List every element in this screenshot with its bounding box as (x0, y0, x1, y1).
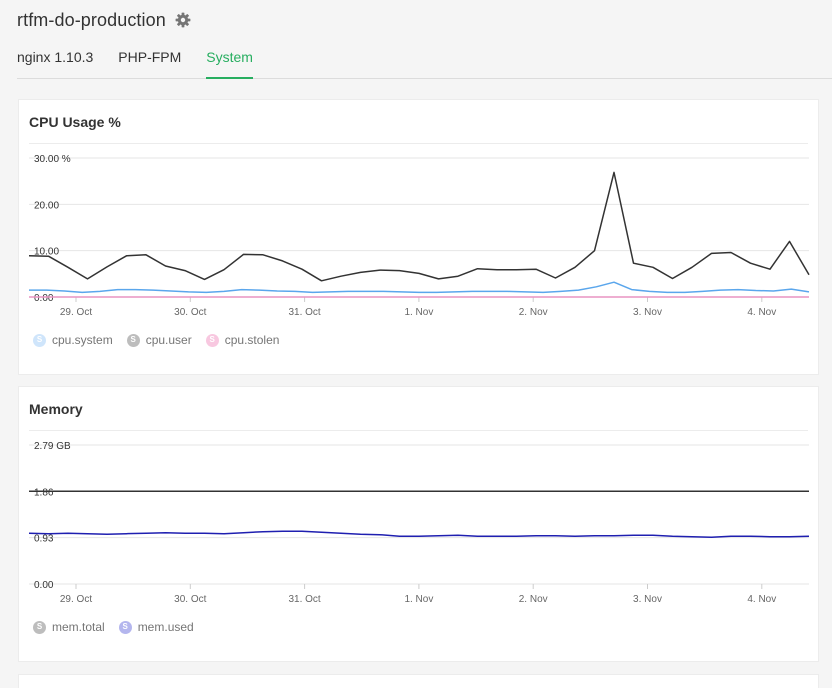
series-line-cpu-user (28, 171, 810, 282)
x-tick-label: 2. Nov (519, 307, 548, 318)
series-badge: S (33, 620, 46, 634)
cpu-usage-title: CPU Usage % (29, 114, 121, 130)
legend-label: cpu.stolen (224, 333, 280, 347)
x-tick-label: 30. Oct (174, 307, 206, 318)
legend-label: cpu.system (52, 333, 113, 347)
y-tick-label: 10.00 (34, 247, 59, 258)
series-badge: S (205, 333, 219, 347)
x-tick-label: 1. Nov (404, 594, 433, 605)
memory-legend: S mem.total S mem.used (33, 620, 194, 634)
gear-icon[interactable] (175, 12, 191, 28)
y-tick-label: 30.00 % (34, 154, 71, 165)
x-tick-label: 2. Nov (519, 594, 548, 605)
x-tick-label: 31. Oct (288, 307, 320, 318)
legend-label: mem.used (137, 620, 194, 634)
tab-system[interactable]: System (206, 46, 253, 79)
x-tick-label: 3. Nov (633, 307, 662, 318)
legend-item-mem-total[interactable]: S mem.total (33, 620, 105, 634)
legend-item-cpu-user[interactable]: S cpu.user (126, 333, 192, 347)
page-header: rtfm-do-production (17, 7, 191, 33)
series-badge: S (126, 333, 140, 347)
x-tick-label: 4. Nov (747, 307, 776, 318)
memory-card: 2.79 GB 1.86 0.93 0.00 29. Oct 30. Oct 31. Oct… (18, 386, 819, 662)
legend-item-cpu-stolen[interactable]: S cpu.stolen (205, 333, 280, 347)
tab-php-fpm[interactable]: PHP-FPM (118, 49, 182, 65)
y-tick-label: 0.93 (34, 534, 54, 545)
legend-label: cpu.user (145, 333, 192, 347)
divider (29, 430, 808, 431)
tab-nginx[interactable]: nginx 1.10.3 (17, 49, 94, 65)
cpu-usage-legend: S cpu.system S cpu.user S cpu.stolen (33, 333, 279, 347)
legend-item-cpu-system[interactable]: S cpu.system (33, 333, 113, 347)
x-tick-label: 29. Oct (60, 307, 92, 318)
legend-label: mem.total (52, 620, 105, 634)
series-line-cpu-system (29, 281, 810, 294)
x-tick-label: 29. Oct (60, 594, 92, 605)
next-card (18, 674, 819, 688)
y-tick-label: 1.86 (34, 487, 54, 498)
series-line-mem-used (28, 530, 810, 538)
cpu-usage-chart: 30.00 % 20.00 10.00 0.00 29. Oct 30. Oct 31. O… (28, 154, 810, 318)
cpu-usage-card: 30.00 % 20.00 10.00 0.00 29. Oct 30. Oct 31. O… (18, 99, 819, 375)
y-tick-label: 0.00 (34, 293, 54, 304)
x-tick-label: 30. Oct (174, 594, 206, 605)
legend-item-mem-used[interactable]: S mem.used (118, 620, 194, 634)
x-tick-label: 4. Nov (747, 594, 776, 605)
x-tick-label: 1. Nov (404, 307, 433, 318)
series-badge: S (118, 620, 132, 634)
y-tick-label: 2.79 GB (34, 441, 71, 452)
x-tick-label: 31. Oct (288, 594, 320, 605)
y-tick-label: 0.00 (34, 580, 54, 591)
series-badge: S (33, 333, 46, 347)
app-title: rtfm-do-production (17, 9, 166, 30)
x-tick-label: 3. Nov (633, 594, 662, 605)
memory-chart: 2.79 GB 1.86 0.93 0.00 29. Oct 30. Oct 31. Oct… (28, 441, 810, 605)
y-tick-label: 20.00 (34, 200, 59, 211)
memory-title: Memory (29, 401, 83, 417)
tab-bar: nginx 1.10.3 PHP-FPM System (17, 46, 832, 79)
divider (29, 143, 808, 144)
